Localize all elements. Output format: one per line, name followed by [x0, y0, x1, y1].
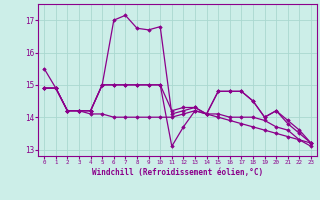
X-axis label: Windchill (Refroidissement éolien,°C): Windchill (Refroidissement éolien,°C)	[92, 168, 263, 177]
